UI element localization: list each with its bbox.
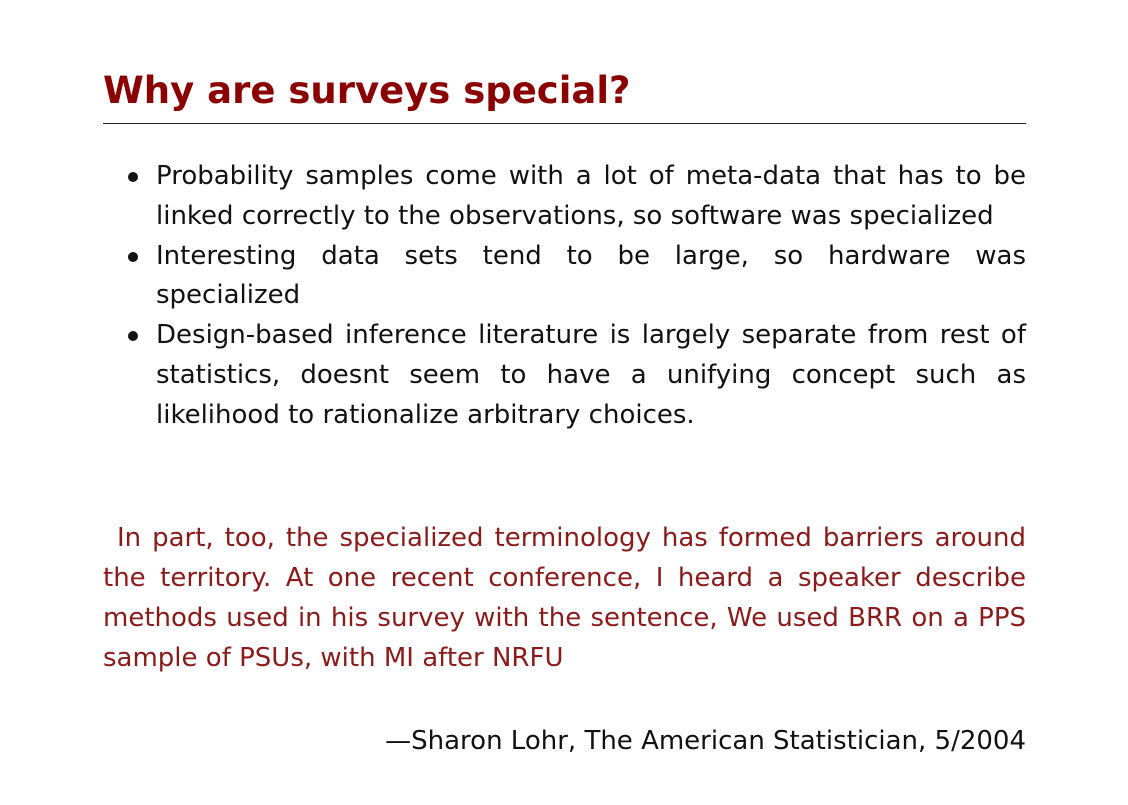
bullet-item: Design-based inference literature is lar… — [128, 316, 1026, 435]
bullet-dot-icon — [128, 172, 138, 182]
title-divider — [103, 123, 1026, 124]
bullet-dot-icon — [128, 331, 138, 342]
bullet-list: Probability samples come with a lot of m… — [128, 157, 1026, 436]
bullet-text: Design-based inference literature is lar… — [156, 320, 1026, 430]
bullet-text: Interesting data sets tend to be large, … — [156, 240, 1026, 311]
bullet-dot-icon — [128, 251, 138, 262]
bullet-text: Probability samples come with a lot of m… — [156, 161, 1026, 231]
slide-title: Why are surveys special? — [103, 69, 631, 112]
quote-attribution: —Sharon Lohr, The American Statistician,… — [385, 726, 1026, 756]
quote-text: In part, too, the specialized terminolog… — [103, 523, 1026, 673]
bullet-item: Probability samples come with a lot of m… — [128, 157, 1026, 237]
bullet-item: Interesting data sets tend to be large, … — [128, 237, 1026, 317]
